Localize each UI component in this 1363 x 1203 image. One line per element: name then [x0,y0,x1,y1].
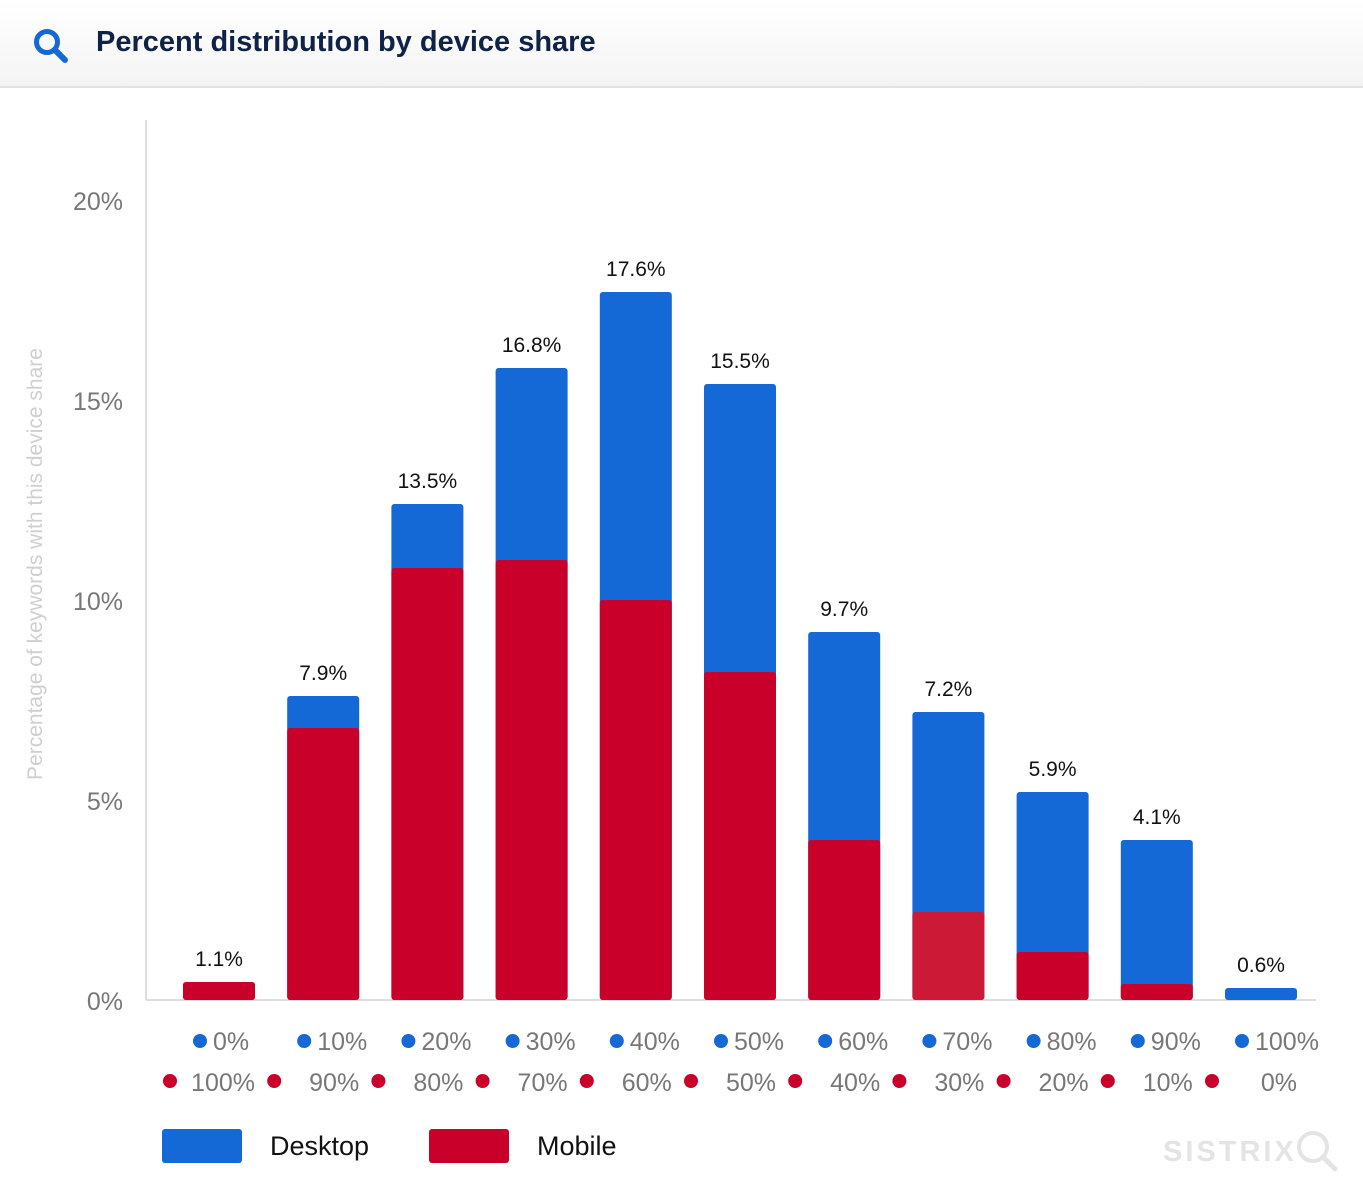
category-label-mobile: 20% [1039,1069,1089,1097]
category-desktop-dot [922,1034,937,1048]
category-label-desktop: 90% [1151,1028,1201,1056]
legend-swatch-desktop [162,1129,242,1163]
category-mobile-dot [1205,1074,1219,1088]
category-label-desktop: 30% [526,1028,576,1056]
watermark-search-icon [1296,1131,1338,1172]
category-label-mobile: 10% [1143,1069,1193,1097]
bar-desktop [1120,840,1193,1000]
y-tick-label: 15% [73,388,123,416]
category-label-mobile: 100% [191,1069,255,1097]
bar-mobile [495,560,568,1000]
bar-total-label: 17.6% [606,258,666,281]
bar-mobile [1016,952,1089,1000]
category-mobile-dot [1100,1074,1115,1088]
legend-label-mobile: Mobile [537,1130,617,1161]
category-desktop-dot [714,1034,728,1048]
category-mobile-dot [371,1074,386,1088]
category-desktop-dot [1026,1034,1041,1048]
category-label-mobile: 80% [413,1069,463,1097]
bar-desktop [1016,792,1089,1000]
watermark-text: SISTRIX [1163,1135,1297,1168]
chart-header: Percent distribution by device share [0,0,1363,88]
category-label-desktop: 70% [942,1028,992,1056]
category-desktop-dot [609,1034,624,1048]
y-tick-label: 20% [73,188,123,216]
category-mobile-dot [996,1074,1011,1088]
bar-mobile [1120,984,1193,1000]
category-desktop-dot [1130,1034,1145,1048]
category-label-desktop: 100% [1255,1028,1319,1056]
bar-total-label: 7.2% [924,678,972,701]
category-desktop-dot [193,1034,207,1048]
category-label-desktop: 10% [317,1028,367,1056]
bar-chart: 0% 5% 10% 15% 20% Percentage of keywords with… [24,120,1319,1097]
bar-mobile [808,840,881,1000]
category-label-desktop: 40% [630,1028,680,1056]
category-desktop-dot [401,1034,416,1048]
bar-mobile [183,982,255,1000]
legend-swatch-mobile [429,1129,509,1163]
category-mobile-dot [684,1074,698,1088]
category-label-mobile: 40% [830,1069,880,1097]
bar-total-label: 16.8% [502,334,562,357]
bar-total-label: 5.9% [1029,758,1077,781]
chart-title: Percent distribution by device share [96,26,596,58]
search-icon [34,29,68,63]
category-desktop-dot [297,1034,312,1048]
category-mobile-dot [267,1074,282,1088]
category-label-mobile: 60% [622,1069,672,1097]
bar-total-label: 1.1% [195,948,243,971]
category-desktop-dot [1235,1034,1249,1048]
category-mobile-dot [892,1074,907,1088]
y-tick-label: 0% [87,988,123,1016]
y-tick-label: 10% [73,588,123,616]
sistrix-watermark: SISTRIX [1163,1128,1343,1176]
bar-total-label: 15.5% [710,350,770,373]
category-label-desktop: 60% [838,1028,888,1056]
category-label-desktop: 50% [734,1028,784,1056]
category-label-mobile: 50% [726,1069,776,1097]
bar-total-label: 4.1% [1133,806,1181,829]
legend-item-mobile[interactable]: Mobile [429,1128,617,1164]
category-label-mobile: 70% [518,1069,568,1097]
bar-mobile [912,912,985,1000]
bar-mobile [287,728,360,1000]
bar-total-label: 0.6% [1237,954,1285,977]
category-mobile-dot [579,1074,594,1088]
category-label-mobile: 0% [1261,1069,1297,1097]
category-label-desktop: 0% [213,1028,249,1056]
y-tick-label: 5% [87,788,123,816]
bar-total-label: 9.7% [820,598,868,621]
bar-desktop [1225,988,1297,1000]
bar-total-label: 7.9% [299,662,347,685]
legend-label-desktop: Desktop [270,1130,370,1161]
category-label-mobile: 90% [309,1069,359,1097]
category-mobile-dot [163,1074,177,1088]
y-axis-title: Percentage of keywords with this device … [24,348,47,780]
category-label-desktop: 20% [421,1028,471,1056]
legend-item-desktop[interactable]: Desktop [162,1128,369,1164]
bar-mobile [599,600,672,1000]
category-label-desktop: 80% [1047,1028,1097,1056]
category-desktop-dot [818,1034,833,1048]
category-mobile-dot [475,1074,490,1088]
bar-mobile [391,568,464,1000]
category-desktop-dot [505,1034,520,1048]
bar-total-label: 13.5% [398,470,458,493]
bar-mobile [704,672,776,1000]
category-mobile-dot [788,1074,803,1088]
category-label-mobile: 30% [934,1069,984,1097]
